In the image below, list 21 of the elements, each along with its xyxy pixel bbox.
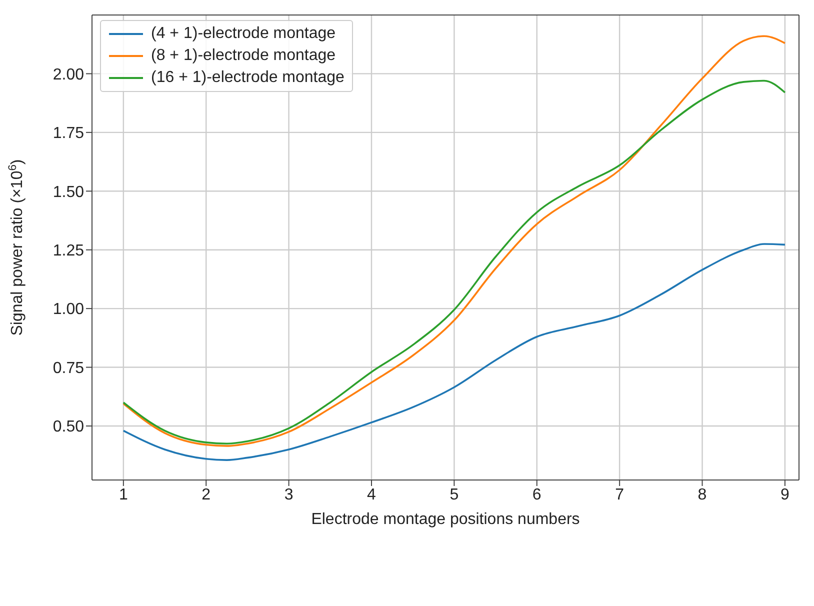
x-tick-label: 1 xyxy=(118,486,128,504)
line-series xyxy=(122,243,786,461)
x-tick-label: 6 xyxy=(532,486,542,504)
y-tick-label: 2.00 xyxy=(52,66,84,84)
y-tick-label: 1.75 xyxy=(52,125,84,142)
legend-label: (16 + 1)-electrode montage xyxy=(151,68,344,88)
y-tick-label: 0.75 xyxy=(52,360,84,377)
y-tick-label: 1.50 xyxy=(52,184,84,201)
x-axis-title: Electrode montage positions numbers xyxy=(311,511,580,528)
x-tick-label: 7 xyxy=(615,486,624,504)
y-tick-label: 1.00 xyxy=(52,301,84,318)
y-tick-label: 0.50 xyxy=(52,418,84,436)
y-tick-label: 1.25 xyxy=(52,242,84,260)
x-tick-label: 2 xyxy=(202,486,211,504)
x-tick-label: 5 xyxy=(450,486,459,504)
legend-label: (4 + 1)-electrode montage xyxy=(151,24,336,44)
legend-label: (8 + 1)-electrode montage xyxy=(151,46,336,66)
x-tick-label: 8 xyxy=(698,486,707,504)
x-tick-label: 4 xyxy=(367,486,376,504)
x-tick-label: 9 xyxy=(780,486,790,504)
x-tick-label: 3 xyxy=(284,486,294,504)
